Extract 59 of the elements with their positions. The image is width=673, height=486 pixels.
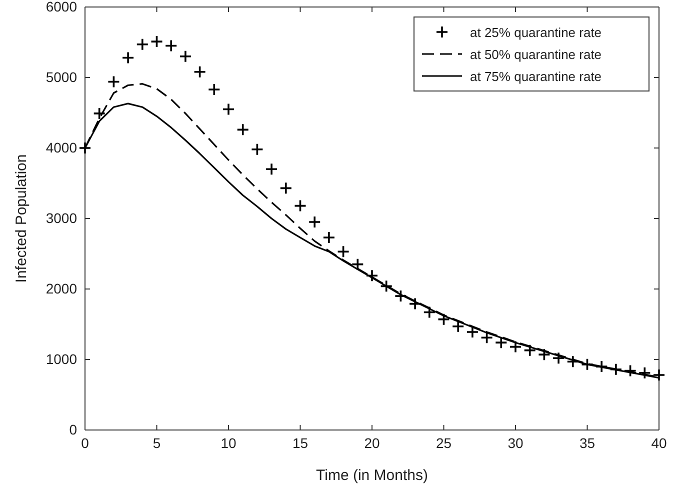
point: [538, 348, 551, 361]
point: [193, 65, 206, 78]
point: [92, 107, 106, 120]
y-tick-label: 2000: [46, 280, 78, 296]
point: [494, 336, 508, 349]
x-tick-label: 10: [220, 434, 236, 451]
point: [250, 143, 264, 156]
point: [164, 39, 178, 52]
y-tick-label: 4000: [46, 139, 78, 156]
point: [566, 355, 580, 368]
point: [294, 199, 307, 212]
x-tick-label: 35: [579, 434, 596, 451]
y-tick-label: 0: [69, 421, 78, 438]
point: [265, 162, 278, 176]
x-axis-title: Time (in Months): [316, 467, 428, 484]
x-tick-label: 0: [81, 434, 90, 451]
x-tick-label: 5: [152, 434, 161, 451]
point: [523, 344, 536, 357]
x-tick-label: 40: [651, 434, 667, 451]
x-tick-label: 15: [292, 434, 308, 451]
point: [122, 51, 134, 64]
legend-label: at 75% quarantine rate: [470, 69, 602, 84]
y-tick-label: 6000: [46, 0, 78, 14]
point: [423, 306, 436, 319]
point: [150, 35, 164, 48]
point: [78, 142, 92, 154]
point: [552, 352, 565, 364]
point: [336, 245, 350, 258]
y-tick-label: 3000: [46, 210, 78, 226]
point: [107, 75, 120, 88]
point: [366, 269, 378, 282]
point: [408, 297, 422, 310]
y-tick-label: 1000: [46, 350, 78, 367]
point: [208, 83, 221, 96]
point: [394, 290, 408, 302]
point: [624, 364, 637, 378]
point: [308, 216, 321, 228]
point: [236, 123, 250, 136]
x-tick-label: 25: [436, 434, 452, 451]
legend-label: at 25% quarantine rate: [470, 25, 602, 40]
point: [136, 38, 149, 51]
x-tick-label: 20: [364, 434, 380, 451]
y-axis-title: Infected Population: [13, 154, 30, 283]
point: [595, 360, 608, 373]
point: [322, 231, 336, 244]
point: [638, 366, 652, 380]
point: [179, 50, 192, 63]
point: [509, 340, 522, 354]
x-tick-label: 30: [508, 434, 524, 451]
point: [580, 358, 594, 371]
point: [280, 182, 292, 195]
point: [222, 102, 235, 116]
point: [452, 320, 464, 333]
y-tick-label: 5000: [46, 68, 78, 85]
point: [480, 331, 494, 344]
point: [351, 258, 364, 271]
legend-label: at 50% quarantine rate: [470, 47, 602, 62]
point: [437, 312, 450, 326]
point: [380, 280, 393, 293]
